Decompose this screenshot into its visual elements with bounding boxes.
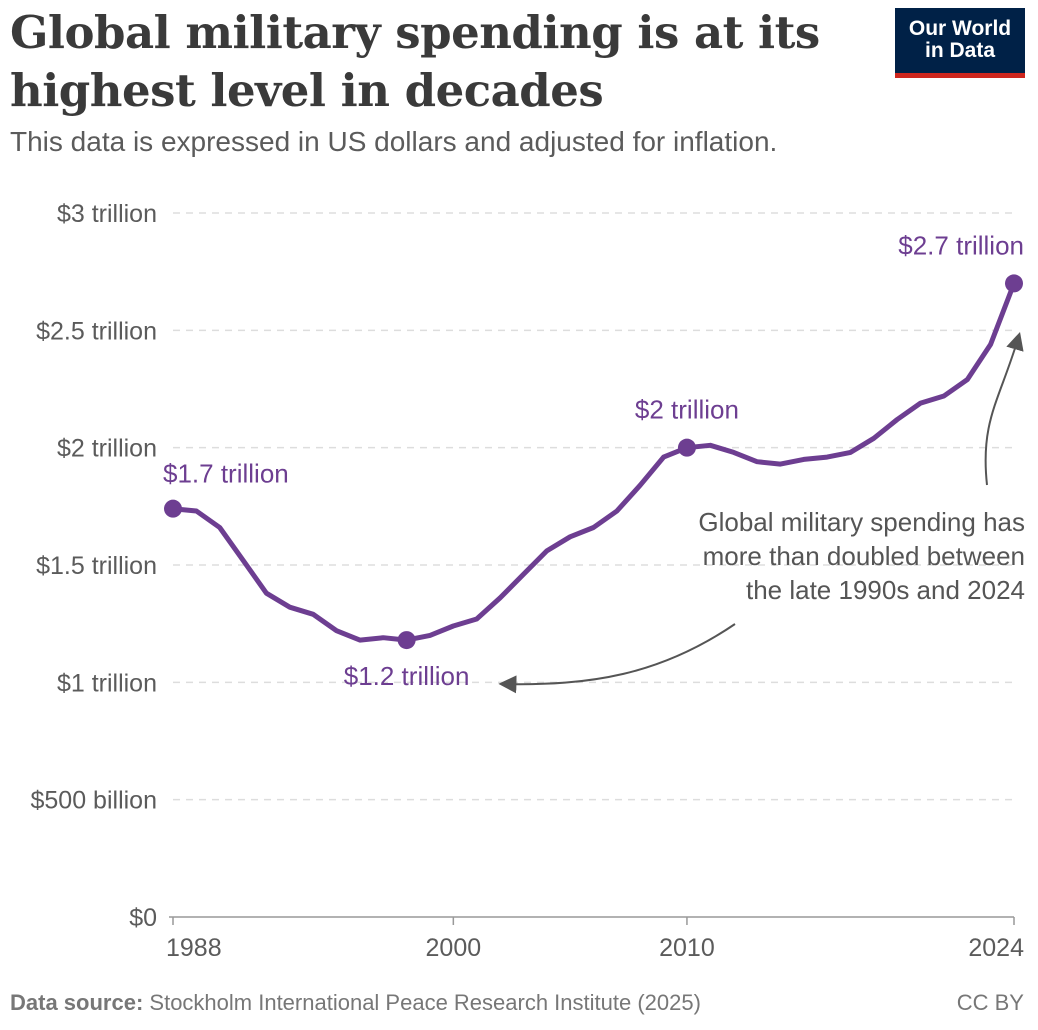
annotation: Global military spending has more than do… (498, 331, 1025, 694)
series-line (170, 280, 1017, 643)
y-tick-label: $2.5 trillion (36, 317, 157, 345)
data-label: $2.7 trillion (898, 230, 1024, 260)
gridlines (173, 212, 1014, 801)
arrow-to-1998 (498, 623, 736, 694)
highlighted-points (164, 274, 1023, 650)
y-tick-label: $500 billion (31, 787, 158, 815)
arrow-to-2024 (984, 331, 1024, 486)
y-tick-label: $1 trillion (57, 669, 157, 697)
license-link[interactable]: CC BY (956, 990, 1024, 1015)
our-world-in-data-logo[interactable]: Our World in Data (895, 8, 1025, 78)
x-tick-label: 1988 (166, 934, 222, 962)
data-label: $1.2 trillion (344, 661, 470, 691)
y-axis-ticks: $0 $500 billion $1 trillion $1.5 trillion $2… (31, 200, 158, 932)
x-axis: 1988 2000 2010 2024 (166, 916, 1024, 962)
annotation-text-line: more than doubled between (703, 541, 1025, 571)
point-labels: $1.7 trillion $1.2 trillion $2 trillion $2.… (163, 230, 1024, 691)
annotation-text-line: Global military spending has (698, 507, 1025, 537)
annotation-text-line: the late 1990s and 2024 (746, 575, 1025, 605)
y-tick-label: $3 trillion (57, 200, 157, 228)
x-tick-label: 2010 (659, 934, 715, 962)
data-point-marker (164, 499, 182, 518)
y-tick-label: $0 (129, 904, 157, 932)
x-tick-label: 2000 (426, 934, 482, 962)
data-point-marker (1005, 274, 1023, 293)
chart-title: Global military spending is at its highe… (10, 6, 820, 117)
y-tick-label: $2 trillion (57, 435, 157, 463)
logo-line-2: in Data (924, 39, 995, 62)
logo-line-1: Our World (908, 17, 1012, 40)
line-chart: $0 $500 billion $1 trillion $1.5 trillion $2… (31, 200, 1026, 962)
data-source-label: Data source: (10, 990, 144, 1015)
data-label: $1.7 trillion (163, 459, 289, 489)
data-point-marker (677, 438, 696, 457)
data-point-marker (397, 631, 416, 650)
data-source: Data source: Stockholm International Pea… (10, 988, 701, 1018)
chart-subtitle: This data is expressed in US dollars and… (10, 126, 778, 157)
data-label: $2 trillion (635, 395, 739, 425)
x-tick-label: 2024 (968, 934, 1024, 962)
y-tick-label: $1.5 trillion (36, 552, 157, 580)
series-lines (170, 280, 1017, 643)
data-source-text: Stockholm International Peace Research I… (149, 990, 701, 1015)
